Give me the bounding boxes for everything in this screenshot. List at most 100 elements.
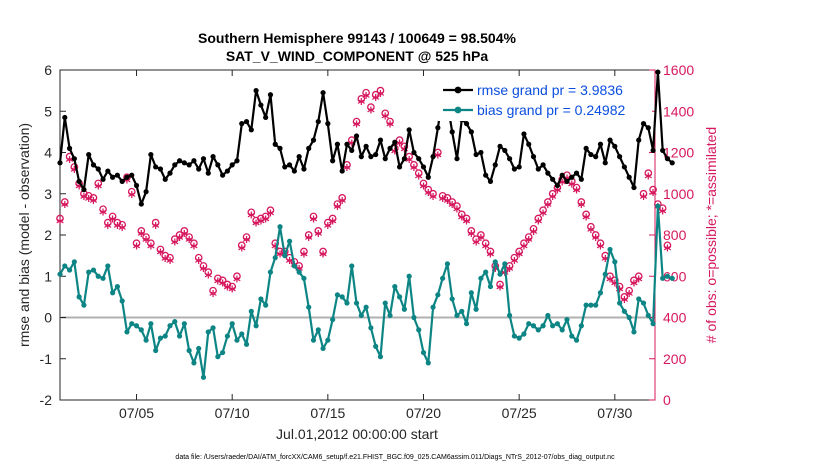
rmse-data-point [430, 154, 436, 160]
bias-data-point [559, 327, 565, 333]
assimilated-obs-point: * [200, 262, 208, 280]
bias-data-point [473, 306, 479, 312]
possible-obs-point [108, 212, 117, 221]
bias-data-point [253, 323, 259, 329]
rmse-data-point [358, 154, 364, 160]
assimilated-obs-point: * [161, 252, 169, 270]
possible-obs-point [644, 169, 653, 177]
assimilated-obs-point: * [477, 231, 485, 249]
bias-data-point [86, 269, 92, 275]
assimilated-obs-point: * [534, 215, 542, 233]
bias-data-point [114, 283, 120, 290]
possible-obs-point [233, 272, 241, 281]
bias-data-point [239, 331, 245, 337]
bias-data-point [373, 343, 379, 349]
assimilated-obs-point: * [601, 252, 609, 270]
assimilated-obs-point: * [606, 272, 614, 290]
legend-rmse-marker [454, 86, 462, 94]
rmse-data-point [296, 154, 302, 160]
rmse-data-point [392, 139, 398, 145]
rmse-data-point [483, 172, 489, 178]
rmse-data-point [597, 141, 604, 147]
rmse-data-point [248, 127, 254, 133]
bias-data-point [640, 300, 647, 306]
possible-obs-point [237, 241, 246, 250]
bias-data-point [353, 300, 360, 306]
rmse-data-point [291, 168, 297, 174]
rmse-data-point [224, 168, 231, 174]
assimilated-obs-point: * [276, 248, 284, 266]
bias-data-point [320, 345, 326, 352]
y-axis-left: -2 -1 0 1 2 3 4 5 6 [40, 62, 66, 408]
assimilated-obs-point: * [195, 254, 203, 272]
assimilated-obs-point: * [400, 142, 408, 160]
bias-data-point [153, 347, 159, 354]
possible-obs-point [371, 90, 380, 99]
assimilated-obs-point: * [238, 241, 246, 259]
possible-obs-point [548, 189, 557, 198]
rmse-data-point [550, 176, 556, 182]
legend-bias-marker [454, 106, 462, 114]
bias-data-point [119, 298, 125, 304]
possible-obs-point [257, 214, 265, 223]
possible-obs-point [457, 210, 466, 219]
bias-data-point [176, 333, 183, 339]
bias-data-point [550, 323, 556, 329]
rmse-data-point [129, 172, 135, 178]
bias-data-point [645, 312, 651, 319]
assimilated-obs-point: * [434, 149, 442, 167]
rmse-data-point [631, 184, 637, 191]
assimilated-obs-point: * [391, 145, 399, 163]
possible-obs-point [161, 251, 170, 260]
bias-data-point [344, 300, 350, 306]
assimilated-obs-point: * [286, 254, 294, 272]
bias-data-point [650, 321, 656, 327]
possible-obs-point [625, 286, 634, 295]
bias-data-point [459, 308, 465, 314]
possible-obs-point [137, 227, 146, 235]
bias-data-point [363, 304, 369, 310]
y2-tick-label: 1400 [663, 103, 694, 119]
rmse-data-point [621, 164, 627, 170]
bias-data-point [597, 290, 604, 296]
rmse-data-point [76, 178, 82, 184]
bias-data-point [506, 312, 513, 319]
assimilated-obs-point: * [597, 239, 605, 257]
rmse-data-point [583, 145, 589, 151]
y-tick-label: 1 [44, 268, 52, 284]
bias-data-point [492, 259, 498, 265]
possible-obs-point [213, 274, 222, 283]
assimilated-obs-point: * [587, 223, 595, 241]
bias-data-point [66, 267, 73, 273]
possible-obs-markers [56, 86, 672, 301]
bias-data-point [296, 269, 302, 275]
bias-data-point [100, 275, 106, 281]
possible-obs-point [175, 231, 184, 239]
possible-obs-point [381, 109, 390, 118]
possible-obs-point [328, 214, 337, 223]
rmse-data-point [593, 154, 599, 160]
bias-data-point [172, 319, 178, 325]
rmse-data-point [497, 143, 503, 149]
possible-obs-point [367, 103, 375, 111]
bias-data-point [573, 337, 580, 343]
assimilated-obs-point: * [171, 235, 179, 253]
rmse-data-point [492, 162, 498, 168]
legend-rmse-label: rmse grand pr = 3.9836 [477, 82, 623, 98]
possible-obs-point [204, 268, 213, 276]
legend-background [438, 79, 652, 121]
assimilated-obs-point: * [420, 180, 428, 198]
possible-obs-point [410, 161, 418, 169]
assimilated-obs-point: * [90, 194, 98, 212]
bias-data-point [234, 337, 240, 343]
rmse-data-point [435, 125, 441, 131]
rmse-data-point [526, 141, 532, 147]
rmse-data-point [133, 182, 140, 189]
legend: rmse grand pr = 3.9836 bias grand pr = 0… [438, 79, 652, 121]
possible-obs-point [199, 262, 208, 270]
possible-obs-point [663, 241, 672, 250]
bias-data-point [124, 329, 130, 335]
bias-data-point [487, 283, 494, 290]
bias-data-point [301, 275, 307, 281]
assimilated-obs-point: * [142, 233, 150, 251]
